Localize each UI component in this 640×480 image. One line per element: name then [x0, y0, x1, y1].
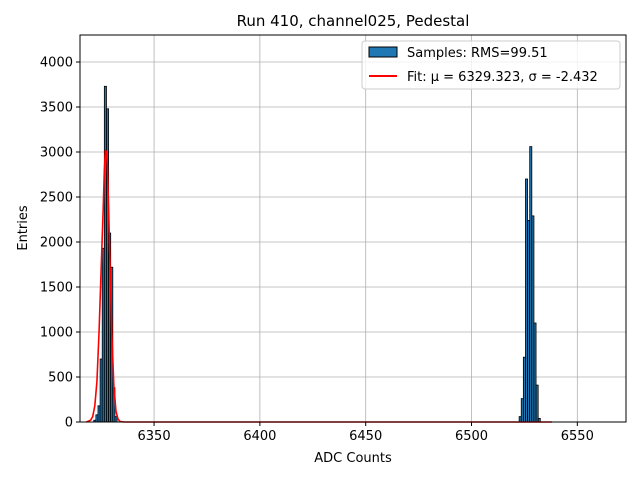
x-axis-title: ADC Counts — [314, 451, 392, 466]
y-axis-title: Entries — [16, 205, 31, 251]
y-axis-ticks: 0 500 1000 1500 2000 2500 3000 3500 4000 — [40, 56, 80, 431]
y-tick-label: 1500 — [40, 281, 73, 296]
y-tick-label: 3000 — [40, 146, 73, 161]
x-tick-label: 6450 — [349, 429, 382, 444]
x-axis-ticks: 6350 6400 6450 6500 6550 — [138, 422, 594, 444]
y-tick-label: 1000 — [40, 326, 73, 341]
legend-samples-swatch — [368, 46, 398, 58]
x-tick-label: 6400 — [243, 429, 276, 444]
y-tick-label: 2500 — [40, 191, 73, 206]
plot-frame — [79, 34, 627, 423]
y-tick-label: 4000 — [40, 56, 73, 71]
y-tick-label: 2000 — [40, 236, 73, 251]
legend-samples-label: Samples: RMS=99.51 — [407, 46, 548, 61]
legend-box — [361, 40, 621, 90]
grid — [80, 35, 626, 423]
x-tick-label: 6500 — [455, 429, 488, 444]
legend-fit-label: Fit: μ = 6329.323, σ = -2.432 — [407, 70, 598, 85]
histogram-bar — [535, 384, 539, 423]
y-tick-label: 3500 — [40, 101, 73, 116]
y-tick-label: 0 — [65, 416, 73, 431]
y-tick-label: 500 — [48, 371, 73, 386]
chart-title: Run 410, channel025, Pedestal — [237, 12, 470, 30]
histogram-bar — [114, 416, 118, 423]
x-tick-label: 6550 — [561, 429, 594, 444]
legend: Samples: RMS=99.51 Fit: μ = 6329.323, σ … — [361, 40, 621, 90]
x-tick-label: 6350 — [138, 429, 171, 444]
